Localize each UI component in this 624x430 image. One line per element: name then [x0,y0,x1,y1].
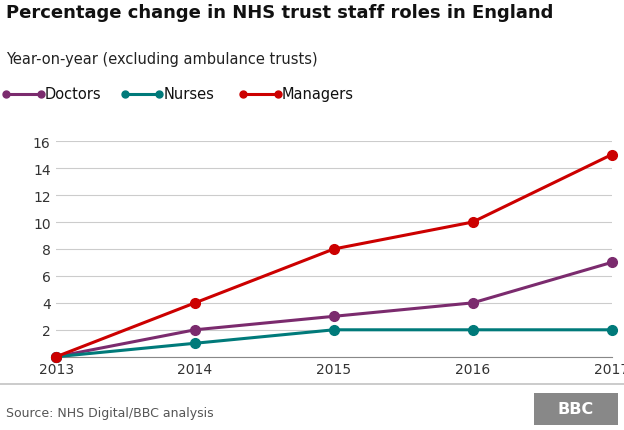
Line: Nurses: Nurses [51,325,617,362]
Managers [52,354,60,359]
Line: Doctors: Doctors [51,258,617,362]
Text: BBC: BBC [557,401,594,416]
Text: Doctors: Doctors [45,87,102,102]
Line: Managers: Managers [51,150,617,362]
Managers [469,220,476,225]
Doctors [469,301,476,306]
Text: Percentage change in NHS trust staff roles in England: Percentage change in NHS trust staff rol… [6,4,553,22]
Text: Source: NHS Digital/BBC analysis: Source: NHS Digital/BBC analysis [6,406,214,419]
Text: Year-on-year (excluding ambulance trusts): Year-on-year (excluding ambulance trusts… [6,52,318,67]
Nurses [52,354,60,359]
Nurses [469,328,476,333]
Doctors [330,314,338,319]
Doctors [52,354,60,359]
Doctors [608,260,615,265]
Doctors [191,328,198,333]
Nurses [608,328,615,333]
Managers [330,247,338,252]
Managers [608,153,615,158]
Text: Nurses: Nurses [163,87,215,102]
Text: Managers: Managers [282,87,354,102]
Nurses [330,328,338,333]
Nurses [191,341,198,346]
Managers [191,301,198,306]
